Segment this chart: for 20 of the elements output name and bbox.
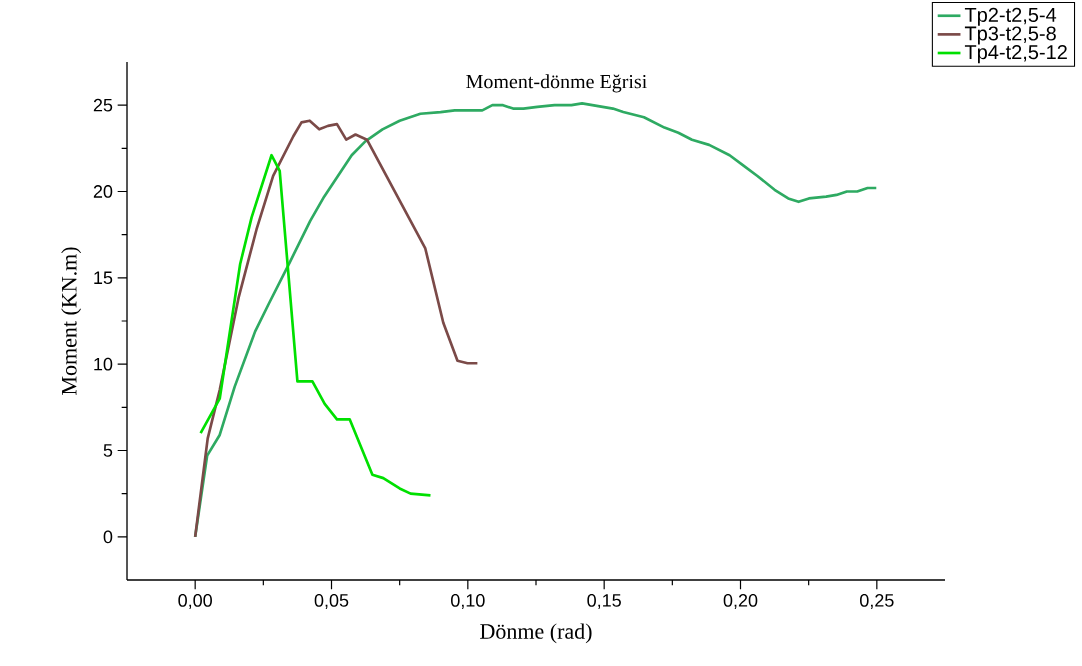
- x-tick-label: 0,25: [860, 594, 894, 609]
- y-axis-title: Moment (KN.m): [61, 247, 82, 395]
- x-tick-label: 0,15: [587, 594, 621, 609]
- text: Moment-dönme Eğrisi: [466, 74, 647, 93]
- legend-label: Tp3-t2,5-8: [964, 26, 1056, 45]
- y-tick-label: 10: [94, 357, 113, 371]
- y-tick-label: 15: [94, 271, 113, 285]
- y-tick-label: 5: [103, 444, 113, 457]
- x-tick-label: 0,00: [178, 594, 212, 609]
- x-tick-label: 0,20: [723, 594, 758, 609]
- legend-label: Tp4-t2,5-12: [964, 45, 1067, 64]
- legend-label: Tp2-t2,5-4: [964, 7, 1057, 26]
- x-tick-label: 0,05: [314, 594, 349, 609]
- line-series: [193, 119, 479, 539]
- x-tick-label: 0,10: [451, 594, 485, 609]
- y-tick-label: 20: [93, 185, 113, 198]
- line-series: [199, 153, 432, 497]
- x-axis-title: Dönme (rad): [480, 623, 592, 644]
- y-tick-label: 0: [103, 530, 113, 544]
- y-tick-label: 25: [93, 98, 113, 112]
